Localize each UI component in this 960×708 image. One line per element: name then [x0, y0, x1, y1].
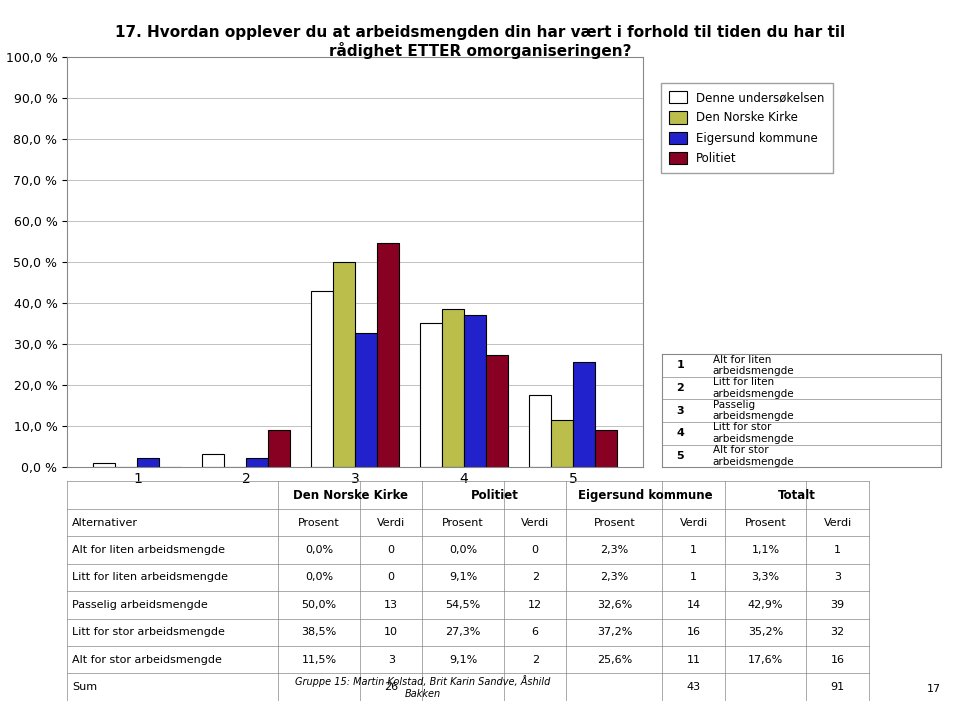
Text: 0,0%: 0,0% — [305, 573, 333, 583]
Bar — [355, 333, 377, 467]
Text: 2: 2 — [532, 573, 539, 583]
Text: 6: 6 — [532, 627, 539, 637]
Text: 0,0%: 0,0% — [449, 545, 477, 555]
Text: Verdi: Verdi — [377, 518, 405, 527]
Text: 25,6%: 25,6% — [597, 655, 632, 665]
Bar — [137, 458, 159, 467]
Bar — [551, 420, 573, 467]
Text: 27,3%: 27,3% — [445, 627, 481, 637]
Bar — [486, 355, 508, 467]
Bar — [377, 244, 399, 467]
Text: Eigersund kommune: Eigersund kommune — [578, 489, 713, 502]
Bar — [93, 463, 115, 467]
Text: 1: 1 — [676, 360, 684, 370]
Text: 1: 1 — [690, 573, 697, 583]
Text: 11: 11 — [686, 655, 701, 665]
Text: Prosent: Prosent — [745, 518, 786, 527]
Text: 13: 13 — [384, 600, 398, 610]
Y-axis label: Prosent: Prosent — [0, 239, 3, 285]
Text: Alternativer: Alternativer — [72, 518, 138, 527]
Text: 39: 39 — [830, 600, 845, 610]
Text: Totalt: Totalt — [778, 489, 816, 502]
Text: Passelig
arbeidsmengde: Passelig arbeidsmengde — [712, 400, 794, 421]
Text: 0: 0 — [388, 573, 395, 583]
Text: Passelig arbeidsmengde: Passelig arbeidsmengde — [72, 600, 207, 610]
Text: Sum: Sum — [72, 683, 97, 692]
Text: 9,1%: 9,1% — [449, 655, 477, 665]
Text: 32,6%: 32,6% — [597, 600, 632, 610]
Text: Alt for liten arbeidsmengde: Alt for liten arbeidsmengde — [72, 545, 225, 555]
Text: 16: 16 — [686, 627, 701, 637]
Text: 26: 26 — [384, 683, 398, 692]
Text: 9,1%: 9,1% — [449, 573, 477, 583]
Text: 12: 12 — [528, 600, 542, 610]
Text: Alt for stor arbeidsmengde: Alt for stor arbeidsmengde — [72, 655, 222, 665]
Text: 37,2%: 37,2% — [597, 627, 632, 637]
Text: 11,5%: 11,5% — [301, 655, 337, 665]
Text: Verdi: Verdi — [521, 518, 549, 527]
Text: Litt for stor arbeidsmengde: Litt for stor arbeidsmengde — [72, 627, 225, 637]
Text: 43: 43 — [686, 683, 701, 692]
Text: 16: 16 — [830, 655, 845, 665]
Text: 35,2%: 35,2% — [748, 627, 783, 637]
Text: 0: 0 — [532, 545, 539, 555]
Bar — [595, 430, 617, 467]
Text: 3,3%: 3,3% — [752, 573, 780, 583]
Text: 17. Hvordan opplever du at arbeidsmengden din har vært i forhold til tiden du ha: 17. Hvordan opplever du at arbeidsmengde… — [115, 25, 845, 40]
Text: Politiet: Politiet — [470, 489, 518, 502]
Text: 17: 17 — [926, 684, 941, 694]
Text: Prosent: Prosent — [593, 518, 636, 527]
Text: Verdi: Verdi — [680, 518, 708, 527]
Bar — [464, 314, 486, 467]
Text: 54,5%: 54,5% — [445, 600, 481, 610]
Bar — [333, 262, 355, 467]
Text: 14: 14 — [686, 600, 701, 610]
Text: Litt for liten arbeidsmengde: Litt for liten arbeidsmengde — [72, 573, 228, 583]
Text: 1: 1 — [834, 545, 841, 555]
Text: 2: 2 — [532, 655, 539, 665]
Text: 2: 2 — [676, 383, 684, 393]
Text: 38,5%: 38,5% — [301, 627, 337, 637]
Text: 4: 4 — [676, 428, 684, 438]
Bar — [311, 291, 333, 467]
Text: Prosent: Prosent — [299, 518, 340, 527]
Bar — [529, 395, 551, 467]
Bar — [203, 454, 225, 467]
Text: 1: 1 — [690, 545, 697, 555]
Text: Verdi: Verdi — [824, 518, 852, 527]
Text: 2,3%: 2,3% — [600, 545, 629, 555]
Text: 3: 3 — [676, 406, 684, 416]
Text: 3: 3 — [388, 655, 395, 665]
Text: 3: 3 — [834, 573, 841, 583]
Text: Alt for stor
arbeidsmengde: Alt for stor arbeidsmengde — [712, 445, 794, 467]
Text: 2,3%: 2,3% — [600, 573, 629, 583]
Legend: Denne undersøkelsen, Den Norske Kirke, Eigersund kommune, Politiet: Denne undersøkelsen, Den Norske Kirke, E… — [660, 83, 832, 173]
Text: rådighet ETTER omorganiseringen?: rådighet ETTER omorganiseringen? — [328, 42, 632, 59]
Text: 0: 0 — [388, 545, 395, 555]
Text: Gruppe 15: Martin Kolstad, Brit Karin Sandve, Åshild
Bakken: Gruppe 15: Martin Kolstad, Brit Karin Sa… — [295, 675, 550, 699]
Text: 10: 10 — [384, 627, 398, 637]
Text: Litt for stor
arbeidsmengde: Litt for stor arbeidsmengde — [712, 423, 794, 444]
Text: 1,1%: 1,1% — [752, 545, 780, 555]
Text: Den Norske Kirke: Den Norske Kirke — [293, 489, 408, 502]
Bar — [269, 430, 290, 467]
Text: 0,0%: 0,0% — [305, 545, 333, 555]
Text: Litt for liten
arbeidsmengde: Litt for liten arbeidsmengde — [712, 377, 794, 399]
Bar — [442, 309, 464, 467]
Bar — [247, 458, 269, 467]
Text: 91: 91 — [830, 683, 845, 692]
Text: Alt for liten
arbeidsmengde: Alt for liten arbeidsmengde — [712, 355, 794, 376]
Text: 32: 32 — [830, 627, 845, 637]
Text: 50,0%: 50,0% — [301, 600, 337, 610]
Text: 42,9%: 42,9% — [748, 600, 783, 610]
Text: Prosent: Prosent — [443, 518, 484, 527]
Bar — [573, 362, 595, 467]
Text: 5: 5 — [676, 451, 684, 461]
Text: 17,6%: 17,6% — [748, 655, 783, 665]
Bar — [420, 323, 442, 467]
